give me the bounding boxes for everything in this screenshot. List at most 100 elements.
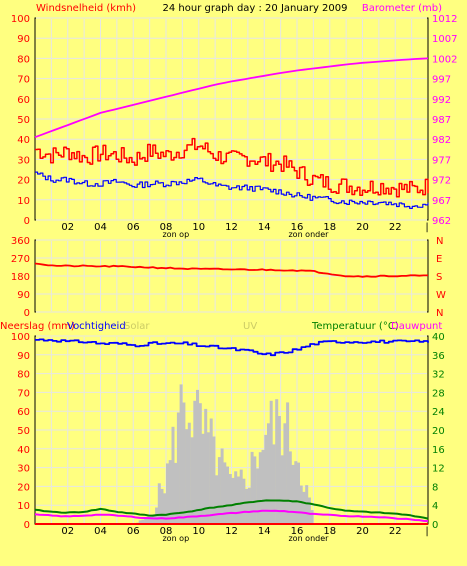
x-tick-label-bottom: 16 (291, 526, 304, 537)
baro-right-tick-label: 1007 (432, 34, 457, 45)
solar-bar (212, 436, 216, 524)
temp-right-tick-label: 16 (432, 445, 445, 456)
solar-bar (160, 488, 164, 524)
barometer-line (34, 57, 429, 139)
wind-left-tick-label: 100 (11, 14, 30, 25)
direction-right-compass-label: E (436, 254, 442, 265)
baro-right-tick-label: 1002 (432, 54, 457, 65)
direction-left-tick-label: 0 (24, 308, 30, 319)
temp-right-tick-label: 28 (432, 388, 445, 399)
solar-bar (196, 389, 199, 524)
solar-bar (239, 469, 243, 524)
solar-bar (277, 416, 281, 524)
solar-bar (204, 408, 208, 524)
wind-axis-title: Windsnelheid (kmh) (36, 3, 136, 14)
solar-bar (245, 488, 249, 524)
grid-lines (36, 17, 427, 525)
solar-bar (190, 437, 194, 524)
rain-left-tick-label: 60 (17, 407, 30, 418)
x-tick-label-bottom: 06 (127, 526, 140, 537)
solar-bar (302, 491, 306, 524)
x-sunrise-label-top: zon op (162, 230, 189, 239)
x-tick-label-bottom: 22 (389, 526, 402, 537)
solar-bar (171, 426, 175, 524)
solar-bar (288, 451, 292, 524)
x-sunset-label-top: zon onder (288, 230, 329, 239)
solar-bar (307, 497, 311, 524)
legend-neerslag: Neerslag (mm) (0, 321, 75, 332)
solar-bar (228, 474, 232, 524)
direction-left-tick-label: 270 (11, 254, 30, 265)
temp-right-tick-label: 0 (432, 520, 438, 531)
rain-left-tick-label: 30 (17, 464, 30, 475)
data-series (34, 57, 429, 525)
solar-bar (144, 517, 148, 524)
solar-bar (261, 449, 265, 524)
wind-left-tick-label: 50 (17, 115, 30, 126)
x-end-label-bottom: | (425, 526, 428, 537)
rain-left-tick-label: 10 (17, 501, 30, 512)
x-tick-label-top: 14 (258, 222, 271, 233)
solar-series (136, 384, 314, 524)
temp-right-tick-label: 36 (432, 351, 445, 362)
wind-left-tick-label: 80 (17, 54, 30, 65)
direction-right-compass-label: N (436, 308, 443, 319)
rain-left-tick-label: 20 (17, 482, 30, 493)
temp-right-tick-label: 20 (432, 426, 445, 437)
solar-bar (299, 485, 303, 524)
solar-bar (223, 462, 227, 524)
barometer-axis-title: Barometer (mb) (362, 3, 442, 14)
x-tick-label-top: 06 (127, 222, 140, 233)
axis-labels: 0202040406060808101012121414161618182020… (11, 14, 458, 543)
solar-bar (294, 461, 298, 524)
x-tick-label-top: 20 (356, 222, 369, 233)
solar-bar (174, 462, 178, 524)
direction-right-compass-label: N (436, 236, 443, 247)
solar-bar (269, 400, 273, 524)
rain-left-tick-label: 80 (17, 370, 30, 381)
wind-left-tick-label: 10 (17, 196, 30, 207)
x-tick-label-top: 04 (94, 222, 107, 233)
solar-bar (310, 510, 314, 524)
solar-bar (185, 429, 189, 524)
direction-left-tick-label: 180 (11, 272, 30, 283)
baro-right-tick-label: 987 (432, 115, 451, 126)
x-tick-label-bottom: 18 (323, 526, 336, 537)
solar-bar (258, 452, 262, 524)
solar-bar (209, 418, 213, 524)
rain-left-tick-label: 100 (11, 332, 30, 343)
solar-bar (242, 478, 246, 524)
wind-left-tick-label: 30 (17, 155, 30, 166)
solar-bar (166, 463, 169, 524)
wind-left-tick-label: 60 (17, 95, 30, 106)
x-tick-label-bottom: 14 (258, 526, 271, 537)
solar-bar (220, 448, 224, 524)
rain-left-tick-label: 70 (17, 388, 30, 399)
x-tick-label-bottom: 20 (356, 526, 369, 537)
solar-bar (231, 477, 235, 524)
solar-bar (283, 423, 287, 524)
temp-right-tick-label: 40 (432, 332, 445, 343)
solar-bar (141, 519, 145, 524)
wind-left-tick-label: 40 (17, 135, 30, 146)
wind-average-line (35, 171, 429, 209)
x-tick-label-top: 12 (225, 222, 238, 233)
solar-bar (264, 434, 268, 524)
legend-uv: UV (243, 321, 257, 332)
solar-bar (187, 422, 191, 524)
solar-bar (193, 400, 197, 524)
solar-bar (198, 403, 202, 524)
x-tick-label-bottom: 12 (225, 526, 238, 537)
baro-right-tick-label: 997 (432, 75, 451, 86)
wind-left-tick-label: 70 (17, 75, 30, 86)
temp-right-tick-label: 12 (432, 464, 445, 475)
legend-vochtigheid: Vochtigheid (67, 321, 126, 332)
humidity-line (35, 338, 429, 357)
solar-bar (234, 471, 238, 524)
x-sunrise-label-bottom: zon op (162, 534, 189, 543)
solar-bar (182, 402, 186, 524)
chart-title: 24 hour graph day : 20 January 2009 (163, 3, 348, 14)
rain-left-tick-label: 50 (17, 426, 30, 437)
wind-gust-line (35, 137, 429, 198)
x-tick-label-top: 08 (160, 222, 173, 233)
